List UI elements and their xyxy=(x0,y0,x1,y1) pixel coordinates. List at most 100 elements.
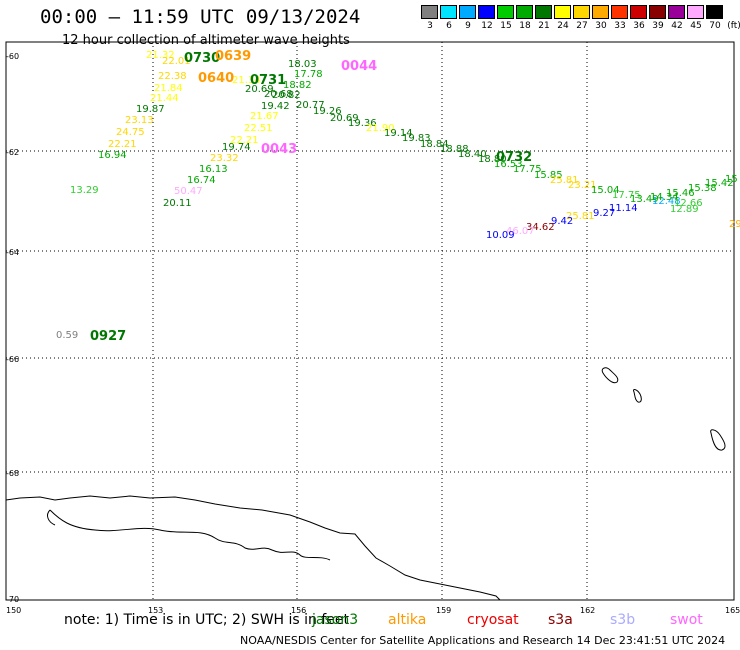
scale-swatch xyxy=(611,5,628,19)
scale-swatch xyxy=(440,5,457,19)
scale-label: 45 xyxy=(690,21,702,31)
wave-height-label: 22.38 xyxy=(158,71,187,82)
wave-height-label: 21.44 xyxy=(150,93,179,104)
wave-height-label: 25.81 xyxy=(550,175,579,186)
legend-item-swot: swot xyxy=(670,612,703,628)
wave-height-label: 16.94 xyxy=(98,150,127,161)
lat-tick-label: -68 xyxy=(6,469,19,478)
wave-height-label: 29 xyxy=(729,219,740,230)
wave-height-label: 9.27 xyxy=(593,208,615,219)
scale-label: 27 xyxy=(576,21,588,31)
wave-height-label: 23.13 xyxy=(125,115,154,126)
wave-height-label: 19.83 xyxy=(402,133,431,144)
scale-swatch xyxy=(687,5,704,19)
scale-swatch xyxy=(649,5,666,19)
scale-label: 24 xyxy=(557,21,569,31)
wave-height-label: 23.21 xyxy=(568,180,597,191)
wave-height-label: 18.40 xyxy=(458,149,487,160)
lon-tick-label: 153 xyxy=(148,606,163,615)
legend-item-s3b: s3b xyxy=(610,612,636,628)
scale-swatch xyxy=(497,5,514,19)
scale-label: 70 xyxy=(709,21,721,31)
note-text: note: 1) Time is in UTC; 2) SWH is in fe… xyxy=(64,612,350,628)
wave-height-label: 17.75 xyxy=(612,190,641,201)
wave-height-label: 18.03 xyxy=(288,59,317,70)
island xyxy=(601,367,619,384)
pass-time-label: 0732 xyxy=(496,150,532,165)
wave-height-label: 15 xyxy=(725,174,738,185)
wave-height-label: 24.75 xyxy=(116,127,145,138)
scale-label: 30 xyxy=(595,21,607,31)
wave-height-label: 20.11 xyxy=(163,198,192,209)
scale-swatch xyxy=(592,5,609,19)
scale-label: 39 xyxy=(652,21,664,31)
wave-height-label: 15.85 xyxy=(534,170,563,181)
wave-height-label: 16.53 xyxy=(494,159,523,170)
wave-height-label: 12.66 xyxy=(674,198,703,209)
island xyxy=(710,429,726,451)
lat-tick-label: -70 xyxy=(6,595,19,604)
pass-time-label: 0640 xyxy=(198,71,234,86)
wave-height-label: 19.26 xyxy=(313,106,342,117)
wave-height-label: 23.32 xyxy=(210,153,239,164)
wave-height-label: 22.51 xyxy=(244,123,273,134)
map-title: 00:00 – 11:59 UTC 09/13/2024 xyxy=(40,6,361,28)
legend-item-jason3: jason3 xyxy=(312,612,359,628)
wave-height-label: 18.84 xyxy=(420,139,449,150)
scale-swatch xyxy=(535,5,552,19)
wave-height-label: 21.34 xyxy=(232,75,261,86)
wave-height-label: 22.21 xyxy=(108,139,137,150)
wave-height-label: 16.13 xyxy=(199,164,228,175)
wave-height-label: 13.29 xyxy=(70,185,99,196)
scale-swatch xyxy=(516,5,533,19)
lon-tick-label: 150 xyxy=(6,606,21,615)
lon-tick-label: 156 xyxy=(291,606,306,615)
pass-time-label: 0639 xyxy=(215,49,251,64)
wave-height-label: 21.84 xyxy=(154,83,183,94)
wave-height-label: 15.38 xyxy=(688,183,717,194)
scale-swatch xyxy=(459,5,476,19)
map-frame xyxy=(5,41,735,601)
scale-swatch xyxy=(668,5,685,19)
wave-height-label: 15.46 xyxy=(666,188,695,199)
wave-height-label: 21.32 xyxy=(146,50,175,61)
lon-tick-label: 165 xyxy=(725,606,740,615)
scale-swatch xyxy=(573,5,590,19)
legend-item-cryosat: cryosat xyxy=(467,612,519,628)
wave-height-label: 15.04 xyxy=(591,185,620,196)
wave-height-label: 10.09 xyxy=(486,230,515,241)
coastline xyxy=(47,509,56,526)
wave-height-label: 18.80 xyxy=(478,154,507,165)
scale-label: 9 xyxy=(465,21,471,31)
scale-label: 6 xyxy=(446,21,452,31)
scale-swatch xyxy=(554,5,571,19)
wave-height-label: 16.74 xyxy=(187,175,216,186)
island xyxy=(633,389,642,403)
wave-height-label: 34.62 xyxy=(526,222,555,233)
pass-time-label: 0043 xyxy=(261,142,297,157)
wave-height-label: 19.87 xyxy=(136,104,165,115)
scale-label: 33 xyxy=(614,21,626,31)
wave-height-label: 20.77 xyxy=(296,100,325,111)
lat-tick-label: -64 xyxy=(6,248,19,257)
map-subtitle: 12 hour collection of altimeter wave hei… xyxy=(62,33,350,48)
scale-swatch xyxy=(421,5,438,19)
wave-height-label: 20.69 xyxy=(330,113,359,124)
scale-label: 15 xyxy=(500,21,512,31)
wave-height-label: 21.90 xyxy=(366,123,395,134)
wave-height-label: 25.81 xyxy=(566,211,595,222)
wave-height-label: 11.14 xyxy=(609,203,638,214)
wave-height-label: 19.74 xyxy=(222,142,251,153)
wave-height-label: 18.82 xyxy=(283,80,312,91)
legend-item-altika: altika xyxy=(388,612,427,628)
wave-height-label: 20.82 xyxy=(272,90,301,101)
wave-height-label: 50.47 xyxy=(174,186,203,197)
scale-label: 21 xyxy=(538,21,550,31)
coastline xyxy=(5,495,501,601)
scale-swatch xyxy=(478,5,495,19)
wave-height-label: 12.48 xyxy=(652,196,681,207)
lon-tick-label: 159 xyxy=(436,606,451,615)
legend-item-s3a: s3a xyxy=(548,612,573,628)
wave-height-label: 0.59 xyxy=(56,330,78,341)
